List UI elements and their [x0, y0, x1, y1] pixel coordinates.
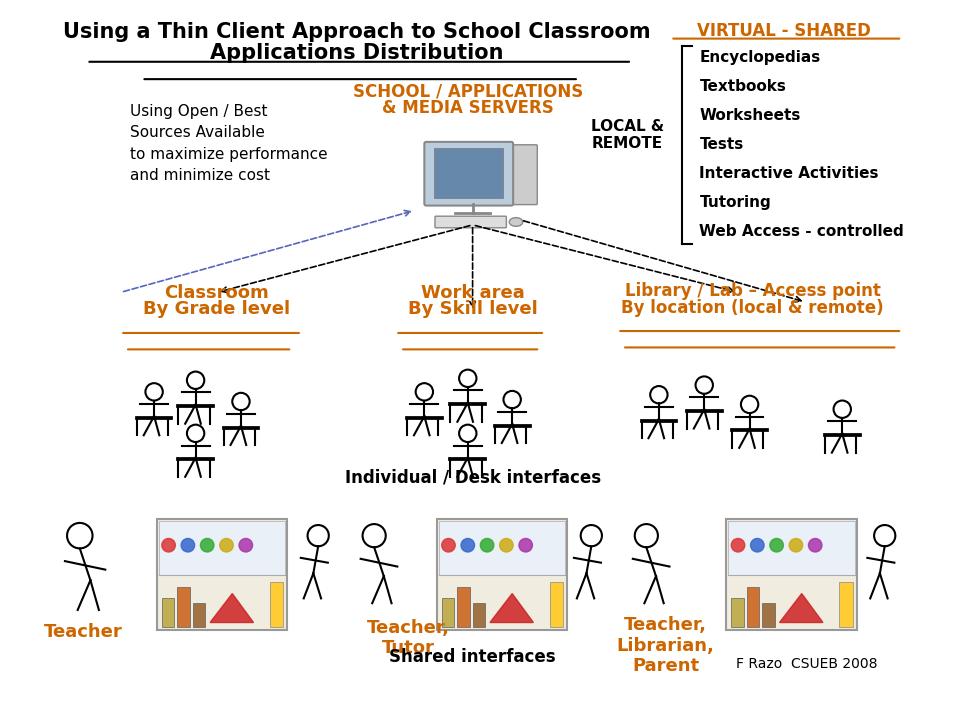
Text: Web Access - controlled: Web Access - controlled	[700, 224, 904, 239]
Text: Teacher,
Tutor: Teacher, Tutor	[367, 618, 449, 657]
Text: Encyclopedias: Encyclopedias	[700, 50, 821, 66]
Text: Applications Distribution: Applications Distribution	[210, 43, 504, 63]
Text: to maximize performance: to maximize performance	[130, 147, 327, 162]
Text: Library / Lab – Access point: Library / Lab – Access point	[625, 282, 880, 300]
Circle shape	[751, 539, 764, 552]
FancyBboxPatch shape	[159, 521, 285, 575]
Text: and minimize cost: and minimize cost	[130, 168, 270, 183]
Circle shape	[181, 539, 195, 552]
Circle shape	[461, 539, 474, 552]
Text: Tutoring: Tutoring	[700, 195, 771, 210]
Text: Shared interfaces: Shared interfaces	[390, 647, 556, 665]
FancyBboxPatch shape	[732, 598, 744, 627]
FancyBboxPatch shape	[439, 521, 565, 575]
FancyBboxPatch shape	[839, 582, 852, 627]
FancyBboxPatch shape	[435, 216, 506, 228]
Text: LOCAL &
REMOTE: LOCAL & REMOTE	[591, 119, 664, 151]
Text: SCHOOL / APPLICATIONS: SCHOOL / APPLICATIONS	[352, 82, 583, 100]
Text: Using Open / Best: Using Open / Best	[130, 104, 268, 120]
Polygon shape	[210, 593, 253, 623]
Text: Classroom: Classroom	[164, 284, 269, 302]
FancyBboxPatch shape	[508, 145, 538, 204]
Text: Interactive Activities: Interactive Activities	[700, 166, 879, 181]
Polygon shape	[780, 593, 823, 623]
Circle shape	[201, 539, 214, 552]
Text: By Grade level: By Grade level	[143, 300, 291, 318]
Circle shape	[442, 539, 455, 552]
Polygon shape	[490, 593, 534, 623]
Text: Using a Thin Client Approach to School Classroom: Using a Thin Client Approach to School C…	[63, 22, 651, 42]
Text: Teacher,
Librarian,
Parent: Teacher, Librarian, Parent	[616, 616, 714, 675]
FancyBboxPatch shape	[270, 582, 283, 627]
Text: By location (local & remote): By location (local & remote)	[621, 299, 884, 317]
FancyBboxPatch shape	[747, 587, 759, 627]
FancyBboxPatch shape	[424, 142, 514, 206]
Text: Sources Available: Sources Available	[130, 125, 265, 140]
FancyBboxPatch shape	[434, 148, 503, 198]
Ellipse shape	[509, 217, 523, 226]
FancyBboxPatch shape	[550, 582, 564, 627]
Circle shape	[770, 539, 783, 552]
Text: Work area: Work area	[420, 284, 524, 302]
FancyBboxPatch shape	[472, 603, 485, 627]
Circle shape	[239, 539, 252, 552]
Text: & MEDIA SERVERS: & MEDIA SERVERS	[382, 99, 554, 117]
Text: Worksheets: Worksheets	[700, 108, 801, 123]
Text: Teacher: Teacher	[44, 623, 123, 641]
FancyBboxPatch shape	[437, 519, 567, 630]
Circle shape	[519, 539, 533, 552]
FancyBboxPatch shape	[762, 603, 775, 627]
Circle shape	[162, 539, 176, 552]
Text: Textbooks: Textbooks	[700, 79, 786, 94]
Text: Individual / Desk interfaces: Individual / Desk interfaces	[345, 468, 601, 486]
Circle shape	[789, 539, 803, 552]
Circle shape	[480, 539, 493, 552]
Circle shape	[808, 539, 822, 552]
FancyBboxPatch shape	[727, 519, 856, 630]
Circle shape	[220, 539, 233, 552]
FancyBboxPatch shape	[162, 598, 175, 627]
FancyBboxPatch shape	[457, 587, 469, 627]
Circle shape	[732, 539, 745, 552]
Text: Tests: Tests	[700, 137, 744, 152]
FancyBboxPatch shape	[157, 519, 287, 630]
FancyBboxPatch shape	[729, 521, 854, 575]
FancyBboxPatch shape	[193, 603, 205, 627]
Text: F Razo  CSUEB 2008: F Razo CSUEB 2008	[736, 657, 878, 671]
FancyBboxPatch shape	[442, 598, 454, 627]
FancyBboxPatch shape	[178, 587, 190, 627]
Text: VIRTUAL - SHARED: VIRTUAL - SHARED	[697, 22, 872, 40]
Circle shape	[499, 539, 514, 552]
Text: By Skill level: By Skill level	[408, 300, 538, 318]
